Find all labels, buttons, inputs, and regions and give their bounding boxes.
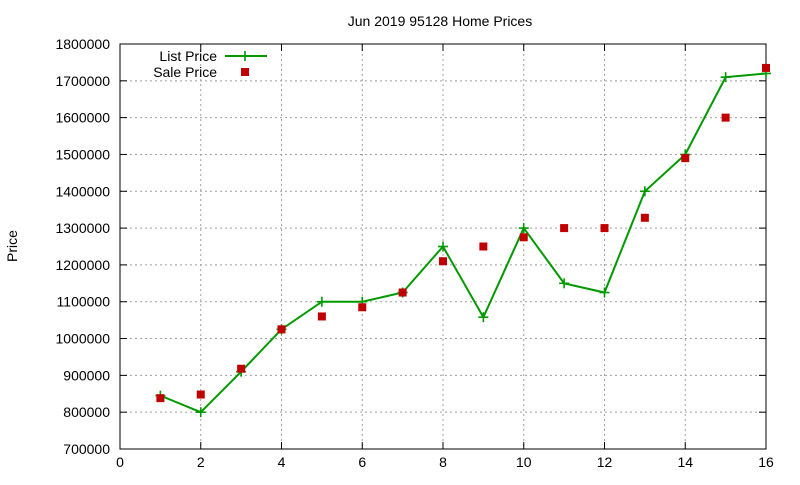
y-tick-label: 1000000 [55,331,110,347]
x-tick-label: 8 [439,454,447,470]
x-tick-label: 16 [758,454,774,470]
y-tick-label: 1300000 [55,220,110,236]
x-axis-ticks: 0 2 4 6 8 10 12 14 16 [116,44,774,470]
sale-price-point [762,63,770,72]
list-price-point [639,186,650,197]
list-price-point [195,407,206,418]
y-tick-label: 800000 [63,404,110,420]
x-tick-label: 2 [197,454,205,470]
list-price-point [518,223,529,234]
x-tick-label: 0 [116,454,124,470]
x-tick-label: 6 [358,454,366,470]
sale-price-point [519,233,528,242]
x-tick-label: 14 [677,454,693,470]
sale-price-point [560,224,569,233]
sale-price-point [358,303,367,312]
sale-price-point [721,113,730,122]
sale-price-point [237,364,246,373]
y-tick-label: 1600000 [55,110,110,126]
y-tick-label: 1400000 [55,183,110,199]
sale-price-point [196,390,205,399]
sale-price-point [479,242,488,251]
list-price-point [599,287,610,298]
y-axis-label: Price [4,230,20,262]
legend-swatch-sale-price [241,68,249,76]
sale-price-point [439,257,447,266]
y-tick-label: 900000 [63,367,110,383]
series [155,63,771,418]
sale-price-point [277,325,286,334]
list-price-point [720,72,731,83]
x-tick-label: 12 [597,454,613,470]
y-tick-label: 1500000 [55,146,110,162]
legend-label-sale-price: Sale Price [153,64,217,80]
y-tick-label: 1700000 [55,73,110,89]
list-price-point [240,51,250,61]
y-tick-label: 1100000 [57,294,111,310]
list-price-point [559,278,570,289]
sale-price-point [156,394,165,403]
list-price-point [478,312,489,323]
y-tick-label: 700000 [63,441,110,457]
sale-price-point [640,213,649,222]
legend-label-list-price: List Price [159,48,217,64]
sale-price-point [317,312,326,321]
chart-title: Jun 2019 95128 Home Prices [348,13,532,29]
list-price-point [438,241,448,252]
x-tick-label: 10 [516,454,532,470]
y-tick-label: 1800000 [55,36,110,52]
list-price-point [316,296,327,307]
y-axis-ticks: 700000 800000 900000 1000000 1100000 1200000 1… [55,36,766,457]
x-tick-label: 4 [278,454,286,470]
sale-price-point [681,154,690,163]
sale-price-point [600,224,609,233]
list-price-line [159,72,767,414]
sale-price-point [398,288,407,297]
y-tick-label: 1200000 [55,257,110,273]
